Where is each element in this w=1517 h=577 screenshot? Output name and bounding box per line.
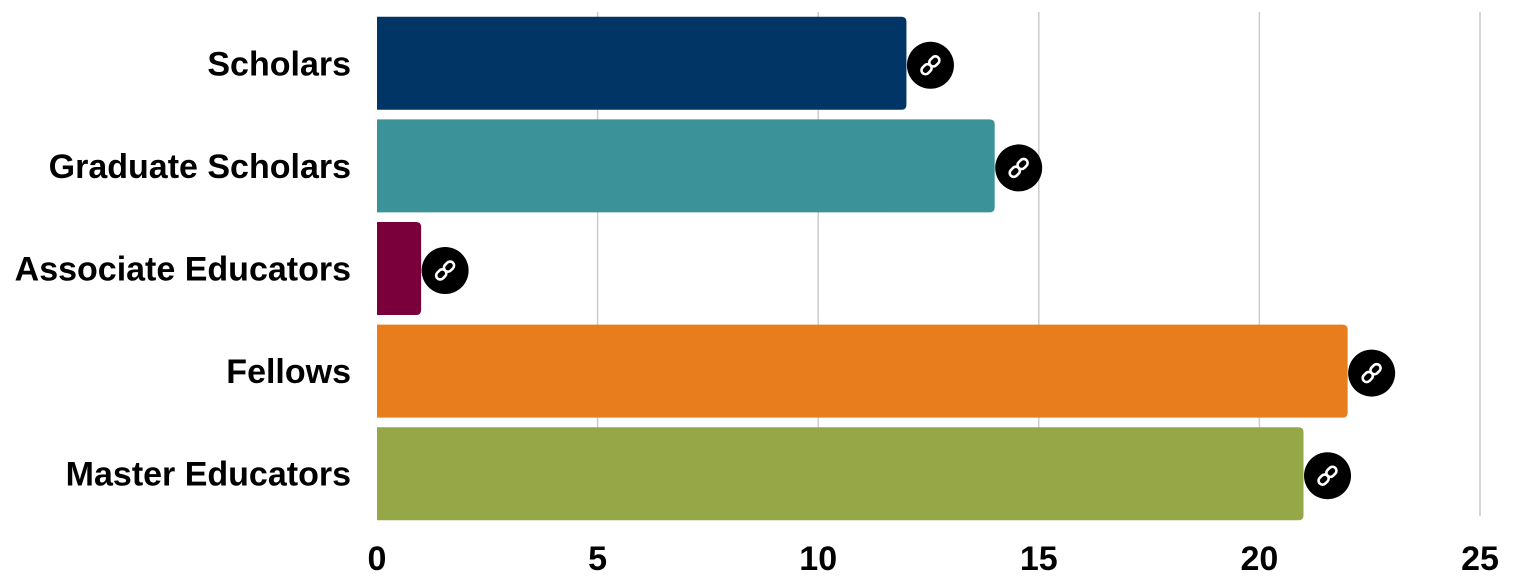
bars: [377, 16, 1348, 521]
link-icon[interactable]: [1348, 349, 1396, 397]
category-labels: Scholars Graduate Scholars Associate Educa…: [15, 45, 351, 493]
link-icon[interactable]: [421, 247, 469, 294]
x-tick-label: 5: [588, 540, 607, 577]
x-tick-label: 10: [799, 540, 837, 577]
x-tick-label: 25: [1461, 540, 1499, 577]
bar: [377, 119, 995, 213]
category-label: Associate Educators: [15, 251, 351, 289]
x-tick-label: 20: [1240, 540, 1278, 577]
link-icons: [421, 41, 1396, 500]
bar: [377, 222, 422, 315]
bar: [377, 427, 1304, 521]
bar: [377, 324, 1348, 418]
x-tick-label: 0: [368, 540, 387, 577]
category-label: Master Educators: [66, 456, 351, 494]
link-icon[interactable]: [1304, 452, 1352, 500]
x-axis-tick-labels: 0 5 10 15 20 25: [368, 540, 1499, 577]
link-icon[interactable]: [995, 144, 1043, 192]
link-icon[interactable]: [906, 41, 954, 89]
category-label: Scholars: [207, 45, 351, 83]
bar: [377, 16, 907, 110]
category-label: Fellows: [226, 353, 351, 391]
category-label: Graduate Scholars: [49, 148, 351, 186]
x-tick-label: 15: [1020, 540, 1058, 577]
